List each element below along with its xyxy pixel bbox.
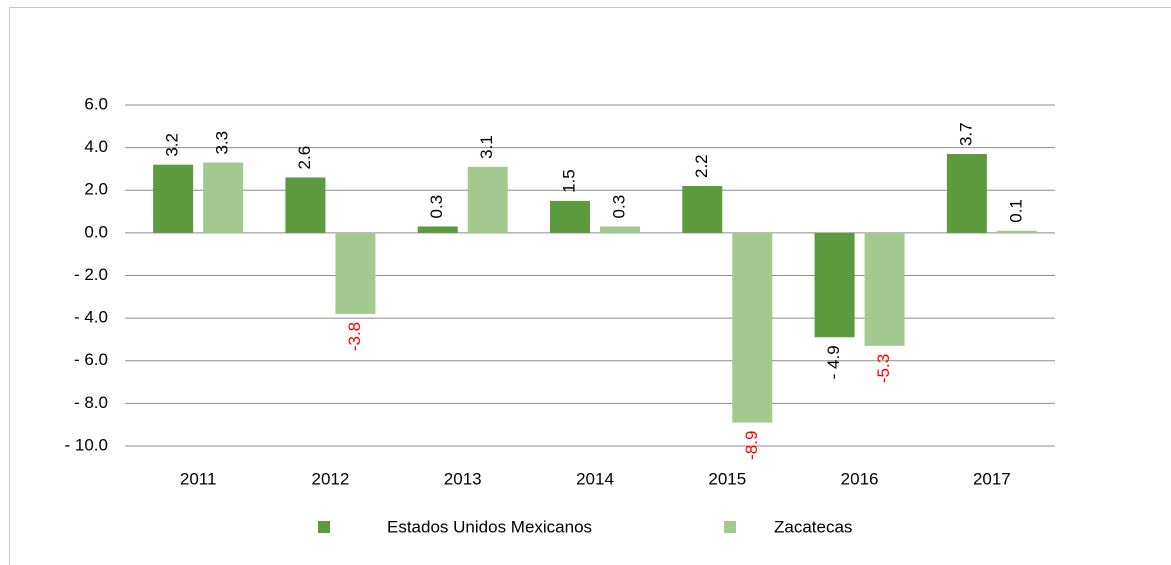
y-tick-label: - 10.0 [65, 435, 108, 454]
bar [864, 232, 905, 346]
bar [814, 232, 855, 338]
data-label: 1.5 [559, 169, 578, 193]
data-label: -8.9 [742, 431, 761, 460]
data-label: 0.3 [609, 195, 628, 219]
bar [996, 230, 1037, 233]
x-tick-label: 2014 [576, 469, 614, 488]
y-tick-label: - 4.0 [74, 308, 108, 327]
x-tick-label: 2011 [180, 469, 217, 488]
bar [550, 200, 590, 233]
data-label: 0.1 [1006, 199, 1025, 223]
data-label: 2.6 [295, 146, 314, 170]
data-label: 2.2 [692, 154, 711, 178]
bar [203, 162, 244, 233]
bar [732, 232, 773, 423]
bar [285, 177, 326, 233]
x-tick-label: 2016 [841, 469, 879, 488]
y-tick-label: - 6.0 [74, 350, 108, 369]
legend-label: Estados Unidos Mexicanos [387, 517, 592, 536]
x-tick-label: 2012 [312, 469, 350, 488]
y-tick-label: 4.0 [84, 137, 108, 156]
legend-label: Zacatecas [774, 517, 852, 536]
bar [467, 166, 508, 233]
legend-swatch [318, 521, 330, 533]
data-label: 0.3 [427, 195, 446, 219]
bar [335, 232, 376, 314]
bar [417, 226, 458, 233]
data-label: -5.3 [874, 354, 893, 383]
data-label: 3.3 [213, 131, 232, 155]
chart-frame [9, 7, 1171, 565]
data-label: 3.2 [163, 133, 182, 157]
data-label: -3.8 [345, 322, 364, 351]
y-tick-label: 6.0 [84, 94, 108, 113]
y-tick-label: - 8.0 [74, 393, 108, 412]
x-tick-label: 2015 [708, 469, 746, 488]
bar [946, 154, 987, 233]
x-tick-label: 2017 [973, 469, 1011, 488]
x-tick-label: 2013 [444, 469, 482, 488]
bar [600, 226, 640, 233]
data-label: 3.1 [477, 135, 496, 159]
data-label: - 4.9 [824, 345, 843, 379]
data-label: 3.7 [956, 122, 975, 146]
y-tick-label: - 2.0 [74, 265, 108, 284]
bar [682, 185, 723, 233]
y-tick-label: 2.0 [84, 180, 108, 199]
y-tick-label: 0.0 [84, 222, 108, 241]
legend-swatch [724, 521, 736, 533]
bar [153, 164, 194, 233]
